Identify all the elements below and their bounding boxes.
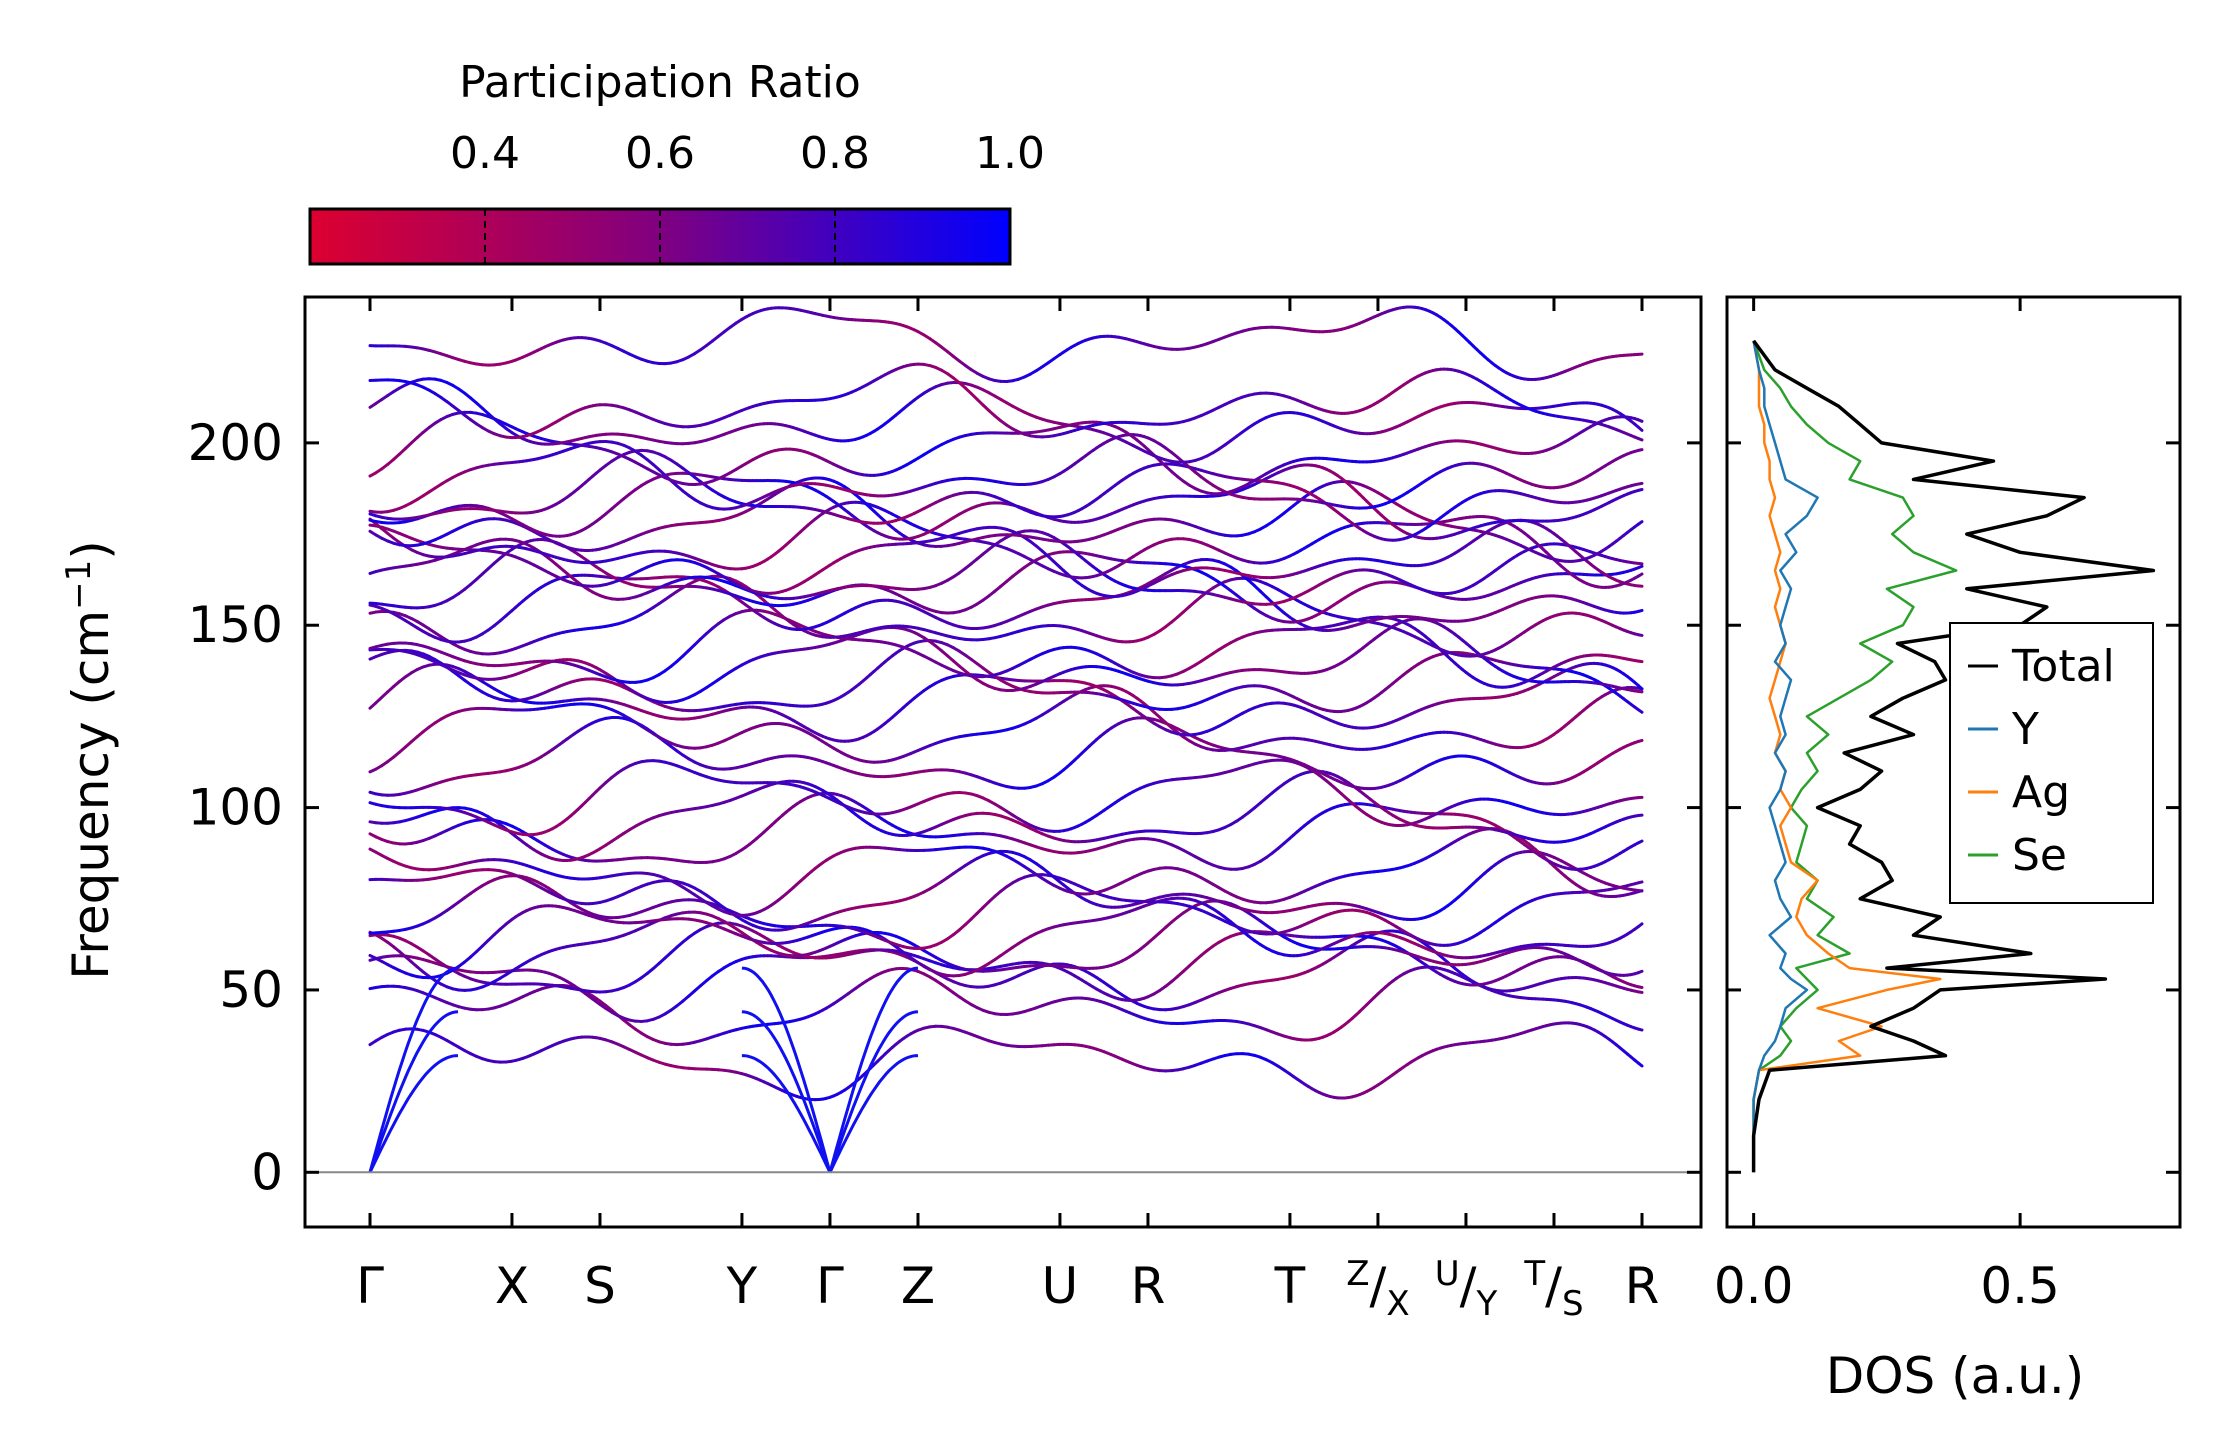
band-segment (1636, 889, 1644, 894)
colorbar-tick-label: 0.8 (800, 128, 870, 179)
band-segment (1636, 708, 1644, 714)
colorbar-tick-label: 0.4 (450, 128, 520, 179)
band-segment (1636, 880, 1644, 885)
colorbar-label: Participation Ratio (459, 57, 861, 108)
colorbar-tick-label: 1.0 (975, 128, 1045, 179)
band-segment (1636, 922, 1644, 929)
colorbar: Participation Ratio 0.4 0.6 0.8 1.0 (308, 57, 1045, 266)
band-segment (1636, 1061, 1644, 1068)
colorbar-ticks: 0.4 0.6 0.8 1.0 (450, 128, 1045, 264)
band-segment (1636, 969, 1644, 975)
band-segment (1636, 738, 1644, 743)
colorbar-tick-label: 0.6 (625, 128, 695, 179)
band-segment (1636, 990, 1644, 994)
band-lines (368, 305, 1644, 1173)
band-segment (1636, 839, 1644, 845)
band-segment (1636, 985, 1644, 989)
band-segment (1636, 1027, 1644, 1032)
